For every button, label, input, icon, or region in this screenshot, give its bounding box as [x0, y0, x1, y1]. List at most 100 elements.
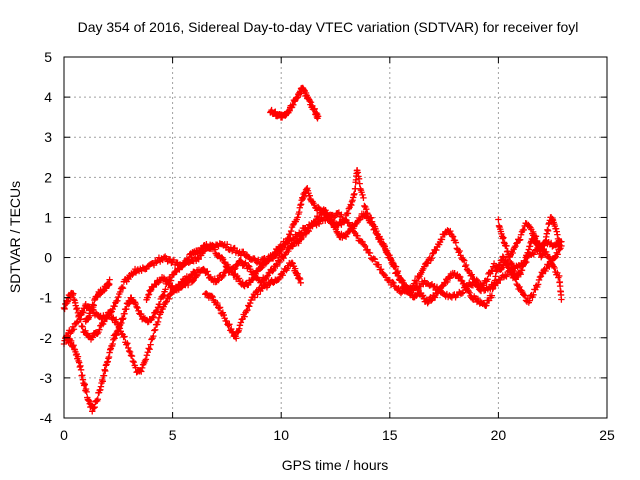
data-point	[258, 278, 265, 285]
data-point	[484, 276, 491, 283]
data-point	[371, 223, 379, 230]
data-point	[70, 290, 77, 297]
data-point	[366, 249, 374, 257]
data-point	[142, 356, 150, 363]
data-point	[359, 191, 366, 199]
data-point	[480, 281, 488, 289]
x-tick-label: 0	[60, 427, 68, 443]
data-point	[279, 272, 286, 279]
data-point	[285, 234, 292, 242]
data-point	[70, 326, 78, 333]
data-point	[125, 347, 133, 355]
data-point	[283, 238, 290, 246]
data-point	[488, 292, 496, 299]
data-point	[123, 341, 130, 348]
data-point	[515, 237, 523, 244]
data-point	[558, 296, 565, 303]
data-point	[286, 231, 294, 238]
data-point	[513, 240, 520, 247]
data-point	[75, 312, 83, 319]
data-point	[338, 221, 345, 228]
data-point	[380, 270, 387, 278]
data-point	[466, 289, 473, 297]
data-point	[305, 227, 313, 235]
data-point	[148, 336, 155, 343]
grid-layer	[64, 57, 607, 418]
data-point	[503, 273, 510, 280]
data-point	[556, 237, 563, 244]
data-point	[150, 332, 157, 340]
data-point	[192, 251, 199, 258]
data-point	[224, 241, 231, 248]
data-point	[543, 264, 550, 272]
data-point	[287, 227, 295, 235]
data-point	[394, 272, 402, 279]
data-point	[96, 326, 103, 333]
data-point	[345, 219, 353, 226]
data-point	[473, 279, 480, 286]
data-point	[94, 396, 102, 403]
plot-frame	[63, 56, 608, 419]
y-axis-label: SDTVAR / TECUs	[7, 181, 23, 293]
data-point	[322, 207, 329, 214]
data-point	[107, 309, 114, 316]
data-point	[129, 270, 137, 277]
data-point	[245, 262, 252, 269]
data-point	[226, 321, 233, 328]
data-point	[368, 218, 376, 225]
data-point	[309, 222, 316, 230]
data-point	[116, 288, 124, 296]
data-point	[413, 278, 420, 286]
data-point	[211, 246, 218, 253]
data-point	[314, 113, 322, 120]
data-point	[118, 283, 126, 291]
data-point	[192, 274, 199, 281]
series-track-e	[201, 259, 304, 342]
data-point	[83, 388, 90, 396]
y-tick-label: -2	[40, 330, 53, 346]
series-track-a	[60, 209, 565, 348]
data-point	[118, 330, 125, 337]
data-point	[457, 273, 464, 281]
data-point	[231, 266, 238, 273]
data-point	[530, 251, 537, 258]
data-point	[106, 276, 113, 283]
data-point	[81, 381, 88, 388]
data-point	[138, 368, 145, 375]
data-point	[383, 247, 391, 255]
y-tick-label: 0	[44, 250, 52, 266]
data-point	[159, 292, 166, 300]
data-point	[124, 340, 131, 347]
data-point	[237, 258, 245, 265]
data-point	[160, 291, 167, 299]
data-point	[452, 239, 460, 246]
data-point	[232, 265, 239, 272]
data-point	[273, 262, 281, 270]
data-point	[282, 239, 289, 247]
data-point	[546, 255, 554, 262]
data-point	[285, 247, 292, 255]
data-point	[327, 216, 334, 223]
data-point	[220, 311, 227, 319]
data-point	[315, 220, 323, 227]
data-point	[364, 246, 371, 253]
data-point	[132, 364, 139, 371]
data-point	[503, 242, 510, 250]
data-point	[225, 322, 232, 329]
tick-layer: 0 5 10 15 20 25 -4 -3 -2 -1 0 1 2 3 4 5	[40, 49, 615, 443]
data-point	[111, 303, 118, 310]
data-point	[294, 214, 301, 221]
data-point	[246, 303, 253, 310]
data-point	[520, 226, 528, 234]
data-point	[138, 364, 146, 372]
x-tick-label: 15	[382, 427, 398, 443]
data-point	[463, 283, 470, 291]
y-tick-label: -1	[40, 290, 53, 306]
data-point	[154, 318, 162, 326]
data-point	[145, 345, 152, 352]
data-point	[269, 267, 276, 275]
data-point	[534, 281, 542, 288]
data-point	[155, 314, 163, 322]
y-tick-label: -3	[40, 370, 53, 386]
